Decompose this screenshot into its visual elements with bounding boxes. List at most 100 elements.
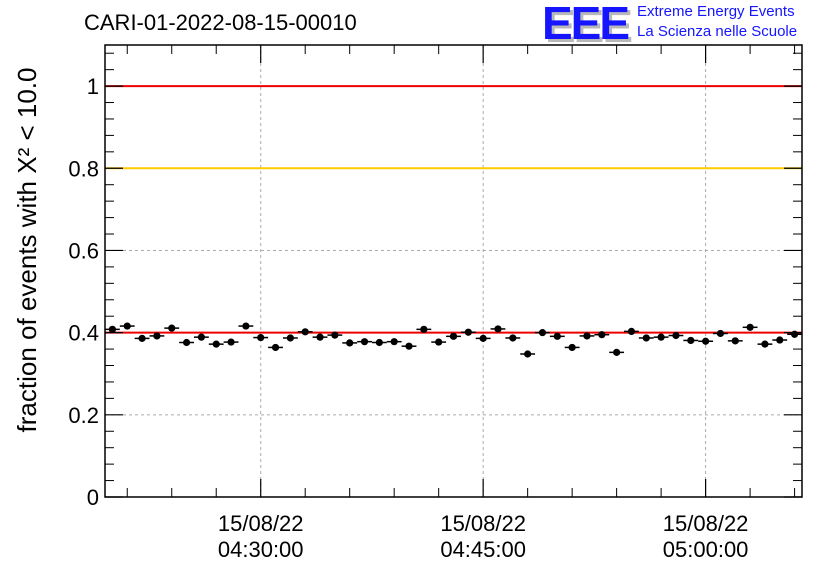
data-marker xyxy=(375,338,383,347)
data-point xyxy=(698,337,714,345)
data-point xyxy=(238,322,254,330)
data-point xyxy=(475,334,491,342)
data-point xyxy=(490,325,506,333)
data-marker xyxy=(716,329,725,338)
data-point xyxy=(119,322,135,330)
data-point xyxy=(134,334,150,342)
data-point xyxy=(683,336,699,345)
y-axis: 0 0.2 0.4 0.6 0.8 1 xyxy=(68,52,802,510)
plot-frame xyxy=(104,44,803,498)
x-tick-time-label: 04:45:00 xyxy=(440,537,526,562)
data-marker xyxy=(687,336,695,345)
data-marker xyxy=(627,327,636,336)
data-marker xyxy=(524,350,532,358)
data-marker xyxy=(761,340,769,348)
data-point xyxy=(431,338,447,346)
data-point xyxy=(757,340,773,348)
data-point xyxy=(460,328,476,336)
data-marker xyxy=(405,342,413,350)
grid xyxy=(105,45,802,497)
data-point xyxy=(416,325,432,333)
data-marker xyxy=(197,333,205,341)
data-marker xyxy=(168,324,176,332)
data-marker xyxy=(464,328,472,336)
y-tick-label: 0.8 xyxy=(68,156,99,181)
data-point xyxy=(624,327,639,336)
y-axis-label: fraction of events with Χ² < 10.0 xyxy=(12,68,42,433)
data-point xyxy=(668,331,684,340)
data-marker xyxy=(212,340,220,348)
logo-line-2: La Scienza nelle Scuole xyxy=(637,23,798,40)
data-marker xyxy=(553,332,561,340)
data-point xyxy=(327,331,343,339)
data-point xyxy=(549,332,565,340)
data-point xyxy=(535,329,550,337)
data-marker xyxy=(657,333,665,341)
data-point xyxy=(105,325,120,333)
data-marker xyxy=(390,338,398,346)
data-point xyxy=(253,333,269,342)
data-marker xyxy=(746,323,754,331)
data-marker xyxy=(435,338,443,346)
data-point xyxy=(282,334,298,342)
data-marker xyxy=(316,333,324,341)
y-tick-label: 0.2 xyxy=(68,403,99,428)
data-marker xyxy=(360,338,369,346)
data-point xyxy=(579,332,595,340)
data-marker xyxy=(642,334,650,342)
data-point xyxy=(357,338,372,346)
data-points xyxy=(105,322,802,358)
data-marker xyxy=(286,334,294,342)
data-point xyxy=(609,348,625,356)
data-marker xyxy=(420,325,428,333)
data-marker xyxy=(346,339,354,347)
data-marker xyxy=(242,322,250,330)
data-marker xyxy=(123,322,131,330)
data-marker xyxy=(598,331,606,339)
reference-lines xyxy=(105,85,802,334)
y-tick-label: 1 xyxy=(87,74,99,99)
data-marker xyxy=(702,337,710,345)
y-tick-label: 0 xyxy=(87,485,99,510)
logo-line-1: Extreme Energy Events xyxy=(637,3,795,20)
data-marker xyxy=(153,332,161,340)
data-point xyxy=(713,329,728,338)
data-marker xyxy=(331,331,339,339)
data-point xyxy=(638,334,654,342)
data-point xyxy=(772,336,788,344)
data-marker xyxy=(776,336,784,344)
data-marker xyxy=(790,330,799,338)
data-point xyxy=(312,333,328,341)
data-point xyxy=(164,324,180,332)
data-point xyxy=(564,343,580,352)
x-tick-date-label: 15/08/22 xyxy=(663,511,749,536)
data-point xyxy=(386,338,402,346)
x-axis: 15/08/2204:30:0015/08/2204:45:0015/08/22… xyxy=(126,45,796,562)
data-marker xyxy=(301,328,309,336)
data-marker xyxy=(271,343,280,352)
data-marker xyxy=(138,334,146,342)
data-point xyxy=(268,343,283,352)
data-point xyxy=(520,350,536,358)
data-marker xyxy=(583,332,591,340)
data-point xyxy=(297,328,313,336)
x-tick-time-label: 05:00:00 xyxy=(663,537,749,562)
data-point xyxy=(208,340,224,348)
data-point xyxy=(505,334,521,342)
data-point xyxy=(149,332,165,340)
data-marker xyxy=(509,334,517,342)
data-marker xyxy=(568,343,576,352)
data-marker xyxy=(182,338,191,347)
data-marker xyxy=(449,332,458,340)
y-tick-label: 0.6 xyxy=(68,238,99,263)
data-point xyxy=(223,338,239,346)
x-tick-date-label: 15/08/22 xyxy=(440,511,526,536)
x-tick-time-label: 04:30:00 xyxy=(218,537,304,562)
data-marker xyxy=(538,329,547,337)
x-tick-date-label: 15/08/22 xyxy=(218,511,304,536)
data-marker xyxy=(108,325,117,333)
data-point xyxy=(371,338,387,347)
data-marker xyxy=(227,338,235,346)
data-marker xyxy=(731,337,739,345)
